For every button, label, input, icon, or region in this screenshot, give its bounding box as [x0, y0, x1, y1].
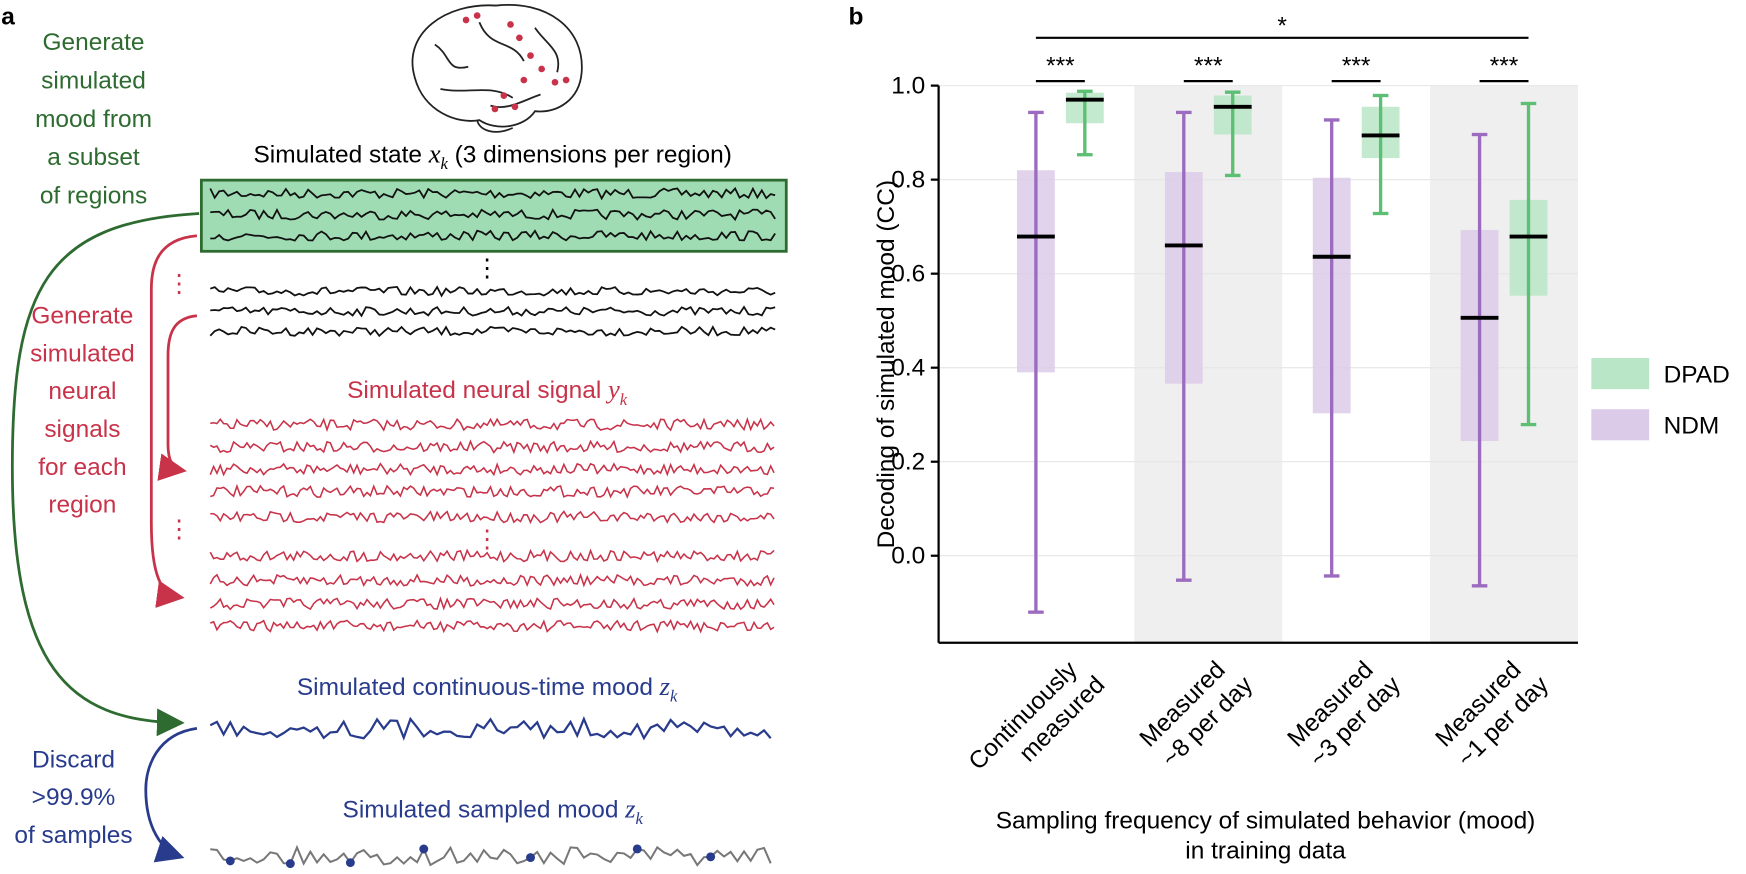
sample-dot — [632, 844, 642, 854]
svg-text:⋮: ⋮ — [475, 255, 499, 282]
trace — [210, 510, 775, 525]
title-text: Simulated neural signal — [347, 377, 601, 404]
side-label: a subset — [47, 144, 140, 171]
side-label: of samples — [14, 822, 132, 849]
state-box — [199, 178, 788, 253]
x-tick-label: Measured~1 per day — [1430, 650, 1554, 774]
title-sub: k — [635, 809, 643, 828]
legend-label: NDM — [1664, 413, 1720, 440]
ellipsis-dots: ⋮ ⋮ ⋮ ⋮ — [167, 255, 499, 553]
shaded-band — [1430, 85, 1578, 643]
trace-title: Simulated continuous-time mood zk — [297, 671, 678, 706]
sig-label: *** — [1490, 52, 1519, 79]
y-tick-label: 0.2 — [891, 449, 925, 476]
title-var: z — [624, 793, 636, 823]
side-label: of regions — [40, 182, 147, 209]
side-label: for each — [38, 454, 126, 481]
legend-swatch — [1591, 409, 1650, 441]
title-rest: (3 dimensions per region) — [455, 141, 732, 168]
sample-dot — [345, 858, 355, 868]
trace — [210, 844, 772, 867]
y-tick-label: 1.0 — [891, 72, 925, 99]
panel-label: b — [849, 3, 864, 30]
side-label: Discard — [32, 746, 115, 773]
sample-dot — [419, 844, 429, 854]
x-tick-label: Measured~3 per day — [1283, 650, 1407, 774]
legend-swatch — [1591, 358, 1650, 390]
side-label: Generate — [31, 303, 133, 330]
trace-title: Simulated sampled mood zk — [343, 793, 644, 828]
y-tick-label: 0.4 — [891, 354, 925, 381]
trace — [209, 716, 772, 741]
side-label: region — [48, 492, 116, 519]
side-label: mood from — [35, 106, 152, 133]
panel-label: a — [1, 3, 15, 30]
title-sub: k — [441, 154, 449, 173]
side-label: neural — [48, 378, 116, 405]
trace — [209, 439, 775, 455]
title-var: y — [605, 374, 620, 404]
y-tick-label: 0.8 — [891, 166, 925, 193]
x-tick-label: Measured~8 per day — [1135, 650, 1259, 774]
trace — [210, 207, 776, 222]
trace — [210, 305, 776, 318]
sig-label: *** — [1046, 52, 1075, 79]
trace — [210, 416, 775, 433]
trace — [209, 285, 776, 298]
x-axis-label: Sampling frequency of simulated behavior… — [996, 807, 1536, 834]
title-sub: k — [620, 390, 628, 409]
side-label: Generate — [43, 29, 145, 56]
trace — [209, 186, 776, 201]
svg-text:⋮: ⋮ — [167, 516, 191, 543]
title-text: Simulated continuous-time mood — [297, 674, 653, 701]
title-sub: k — [670, 687, 678, 706]
traces — [209, 186, 776, 869]
sample-dot — [526, 853, 535, 863]
title-var: x — [428, 138, 441, 168]
trace — [209, 548, 775, 564]
brain-icon — [411, 3, 583, 133]
sig-label: *** — [1194, 52, 1223, 79]
trace — [209, 596, 775, 611]
text-layer: a Generate simulated mood from a subset of re… — [1, 3, 732, 848]
y-tick-label: 0.0 — [891, 543, 925, 570]
x-tick-label: Continuouslymeasured — [964, 650, 1111, 797]
side-label: simulated — [41, 67, 146, 94]
svg-text:⋮: ⋮ — [475, 526, 499, 553]
trace-title: Simulated state xk (3 dimensions per regio… — [253, 138, 731, 173]
overall-sig-label: * — [1277, 12, 1287, 39]
arrows — [10, 212, 200, 863]
trace — [209, 325, 776, 338]
y-axis-label: Decoding of simulated mood (CC) — [873, 180, 900, 548]
trace — [210, 483, 775, 499]
y-tick-label: 0.6 — [891, 260, 925, 287]
trace — [209, 618, 775, 634]
sample-dot — [706, 852, 716, 862]
title-var: z — [659, 671, 671, 701]
sample-dot — [285, 859, 295, 869]
side-label: simulated — [30, 340, 135, 367]
side-label: signals — [44, 416, 120, 443]
chart: b 0.0 0.2 0.4 0.6 0.8 1.0 Decoding of simulated… — [849, 3, 1730, 864]
trace — [210, 229, 776, 242]
sig-label: *** — [1342, 52, 1371, 79]
shaded-band — [1134, 85, 1283, 643]
legend-label: DPAD — [1664, 362, 1730, 389]
trace — [209, 462, 775, 477]
trace-title: Simulated neural signal yk — [347, 374, 628, 409]
trace — [209, 572, 775, 588]
title-text: Simulated sampled mood — [343, 796, 619, 823]
title-text: Simulated state — [253, 141, 422, 168]
sample-dot — [225, 856, 235, 866]
side-label: >99.9% — [32, 784, 116, 811]
svg-text:⋮: ⋮ — [167, 270, 191, 297]
x-axis-label: in training data — [1185, 837, 1346, 864]
